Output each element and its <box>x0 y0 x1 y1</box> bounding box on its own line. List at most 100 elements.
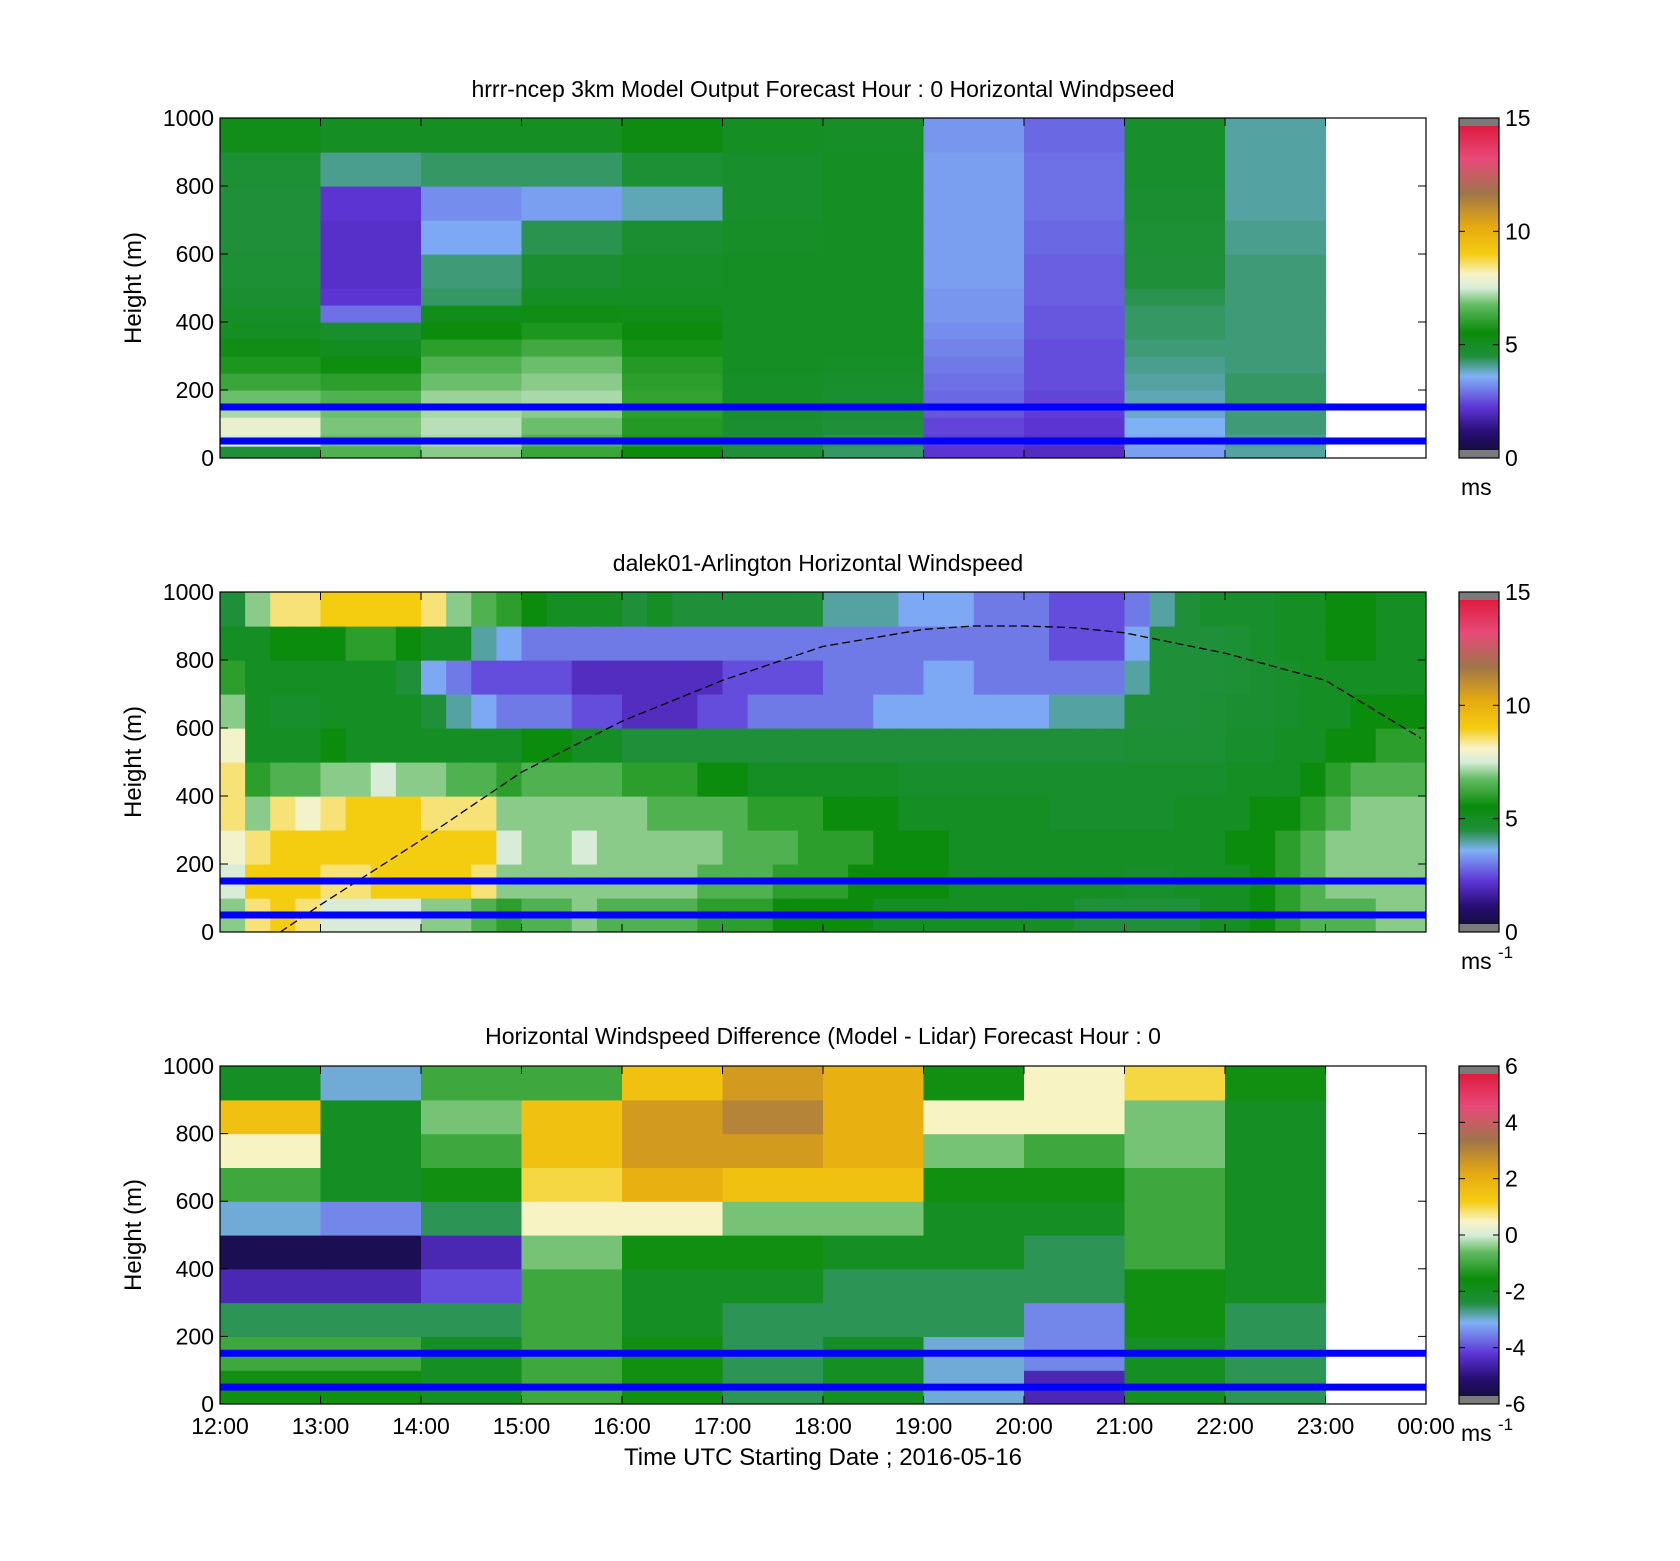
colorbar-gradient <box>1459 592 1499 932</box>
heatmap-cell <box>421 186 523 221</box>
heatmap-cell <box>320 592 347 627</box>
heatmap-cell <box>1225 1167 1327 1202</box>
heatmap-cell <box>1124 1066 1226 1101</box>
heatmap-cell <box>295 796 322 831</box>
x-tick-label: 13:00 <box>292 1413 350 1439</box>
heatmap-cell <box>320 390 422 405</box>
heatmap-cell <box>571 592 598 627</box>
heatmap-cell <box>496 626 523 661</box>
heatmap-cell <box>596 592 623 627</box>
heatmap-cell <box>722 762 749 797</box>
heatmap-cell <box>320 830 347 865</box>
heatmap-cell <box>1024 660 1050 695</box>
heatmap-cell <box>1350 592 1377 627</box>
heatmap-cell <box>998 830 1025 865</box>
heatmap-cell <box>1024 728 1050 763</box>
colorbar-tick-label: 0 <box>1505 1222 1518 1248</box>
heatmap-cell <box>1375 660 1402 695</box>
heatmap-cell <box>220 1302 322 1337</box>
heatmap-cell <box>1325 830 1352 865</box>
heatmap-cell <box>320 254 422 289</box>
heatmap-cell <box>1250 626 1276 661</box>
heatmap-cell <box>496 830 523 865</box>
heatmap-cell <box>622 152 724 187</box>
heatmap-cell <box>722 592 749 627</box>
heatmap-cell <box>1024 1099 1126 1135</box>
y-tick-label: 200 <box>176 377 214 403</box>
heatmap-cell <box>948 660 975 695</box>
heatmap-cell <box>873 796 899 831</box>
heatmap-cell <box>1024 446 1126 458</box>
heatmap-cell <box>320 356 422 374</box>
heatmap-cell <box>521 417 623 435</box>
heatmap-cell <box>998 660 1025 695</box>
heatmap-cell <box>797 694 824 729</box>
panel-lidar: dalek01-Arlington Horizontal Windspeed 0… <box>120 550 1531 974</box>
heatmap-cell <box>1024 152 1126 187</box>
heatmap-cell <box>998 694 1025 729</box>
heatmap-cell <box>521 592 548 627</box>
heatmap-cell <box>1099 592 1126 627</box>
heatmap-cell <box>797 830 824 865</box>
heatmap-cell <box>823 305 925 323</box>
heatmap-cell <box>797 660 824 695</box>
heatmap-cell <box>1124 762 1151 797</box>
heatmap-cell <box>622 390 724 405</box>
heatmap-cell <box>998 728 1025 763</box>
heatmap-cell <box>345 694 372 729</box>
heatmap-cell <box>1225 118 1327 153</box>
heatmap-cell <box>220 592 246 627</box>
heatmap-cell <box>1174 796 1201 831</box>
panel-3-title: Horizontal Windspeed Difference (Model -… <box>485 1023 1161 1049</box>
heatmap-cell <box>772 762 799 797</box>
colorbar-unit-superscript: -1 <box>1498 943 1513 962</box>
heatmap-cell <box>521 660 548 695</box>
heatmap-cell <box>546 796 573 831</box>
heatmap-cell <box>220 1066 322 1101</box>
heatmap-cell <box>220 728 246 763</box>
heatmap-cell <box>1250 830 1276 865</box>
colorbar-overflow-cap <box>1459 118 1499 126</box>
colorbar-frame <box>1458 591 1500 933</box>
heatmap-cell <box>446 830 472 865</box>
heatmap-cell <box>1049 694 1075 729</box>
panel-1-colorbar: 0 5 10 15 ms <box>1458 105 1531 500</box>
heatmap-cell <box>521 762 548 797</box>
panel-2-colorbar: 0 5 10 15 ms -1 <box>1458 579 1531 974</box>
heatmap-cell <box>521 796 548 831</box>
heatmap-cell <box>622 186 724 221</box>
heatmap-cell <box>998 762 1025 797</box>
heatmap-cell <box>1124 322 1226 340</box>
heatmap-cell <box>923 728 950 763</box>
heatmap-cell <box>1124 390 1226 405</box>
heatmap-cell <box>1124 626 1151 661</box>
colorbar-tick-label: 10 <box>1505 692 1531 718</box>
heatmap-cell <box>1325 796 1352 831</box>
heatmap-cell <box>823 1235 925 1270</box>
heatmap-cell <box>370 728 397 763</box>
heatmap-cell <box>898 694 925 729</box>
colorbar-tick-label: 0 <box>1505 919 1518 945</box>
heatmap-cell <box>1225 373 1327 391</box>
x-tick-label: 12:00 <box>191 1413 249 1439</box>
heatmap-cell <box>1225 339 1327 357</box>
heatmap-cell <box>295 694 322 729</box>
heatmap-cell <box>1024 288 1126 306</box>
heatmap-cell <box>823 373 925 391</box>
heatmap-cell <box>948 762 975 797</box>
heatmap-cell <box>823 254 925 289</box>
heatmap-cell <box>596 728 623 763</box>
heatmap-cell <box>923 390 1025 405</box>
heatmap-cell <box>1225 694 1251 729</box>
heatmap-cell <box>1049 796 1075 831</box>
heatmap-cell <box>898 796 925 831</box>
heatmap-cell <box>1375 830 1402 865</box>
heatmap-cell <box>1250 694 1276 729</box>
heatmap-cell <box>647 592 673 627</box>
y-tick-label: 600 <box>176 715 214 741</box>
panel-3-axes: 0 200 400 600 800 1000 <box>163 1053 1427 1417</box>
heatmap-cell <box>622 660 648 695</box>
heatmap-cell <box>1049 660 1075 695</box>
heatmap-cell <box>823 1133 925 1168</box>
y-tick-label: 400 <box>176 783 214 809</box>
